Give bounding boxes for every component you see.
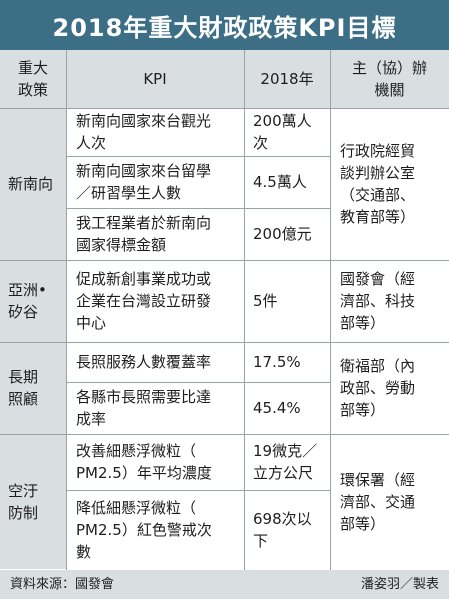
- kpi-cell: 促成新創事業成功或 企業在台灣設立研發 中心: [76, 270, 212, 332]
- footer-bar: [0, 570, 449, 599]
- target-cell: 4.5萬人: [253, 173, 307, 191]
- target-cell: 17.5%: [253, 353, 301, 371]
- grid-line: [66, 50, 67, 570]
- credit-note: 潘姿羽／製表: [360, 577, 439, 592]
- header-agency: 主（協）辦 機關: [351, 59, 427, 99]
- policy-cell: 亞洲• 矽谷: [8, 281, 47, 321]
- policy-cell: 新南向: [8, 175, 54, 193]
- source-note: 資料來源：國發會: [10, 577, 115, 592]
- grid-line: [66, 490, 330, 491]
- kpi-cell: 長照服務人數覆蓋率: [76, 353, 212, 371]
- target-cell: 19微克／ 立方公尺: [253, 442, 318, 482]
- agency-cell: 環保署（經 濟部、交通 部等）: [340, 471, 416, 533]
- policy-cell: 長期 照顧: [8, 368, 39, 408]
- target-cell: 5件: [253, 292, 278, 310]
- grid-line: [66, 382, 330, 383]
- target-cell: 200萬人 次: [253, 112, 312, 152]
- grid-line: [244, 50, 245, 570]
- grid-line: [330, 50, 331, 570]
- agency-cell: 國發會（經 濟部、科技 部等）: [340, 270, 416, 332]
- agency-cell: 衛福部（內 政部、勞動 部等）: [340, 357, 416, 419]
- header-kpi: KPI: [143, 70, 167, 88]
- header-policy: 重大 政策: [17, 59, 48, 99]
- grid-line: [0, 434, 449, 435]
- grid-line: [0, 342, 449, 343]
- policy-column-band: [0, 108, 66, 569]
- grid-line: [0, 108, 449, 109]
- target-cell: 200億元: [253, 225, 312, 243]
- grid-line: [66, 156, 330, 157]
- target-cell: 698次以 下: [253, 510, 312, 550]
- kpi-cell: 改善細懸浮微粒（ PM2.5）年平均濃度: [76, 442, 212, 482]
- grid-line: [0, 260, 449, 261]
- policy-cell: 空汙 防制: [8, 482, 39, 522]
- kpi-cell: 我工程業者於新南向 國家得標金額: [76, 214, 212, 254]
- header-band: [0, 50, 449, 108]
- kpi-cell: 各縣市長照需要比達 成率: [76, 388, 212, 428]
- kpi-cell: 新南向國家來台留學 ／研習學生人數: [76, 162, 212, 202]
- page-title: 2018年重大財政政策KPI目標: [0, 0, 449, 50]
- kpi-cell: 新南向國家來台觀光 人次: [76, 112, 212, 152]
- agency-cell: 行政院經貿 談判辦公室 （交通部、 教育部等）: [340, 142, 416, 226]
- kpi-cell: 降低細懸浮微粒（ PM2.5）紅色警戒次 數: [76, 499, 212, 561]
- grid-line: [66, 208, 330, 209]
- header-year: 2018年: [260, 70, 314, 88]
- target-cell: 45.4%: [253, 399, 301, 417]
